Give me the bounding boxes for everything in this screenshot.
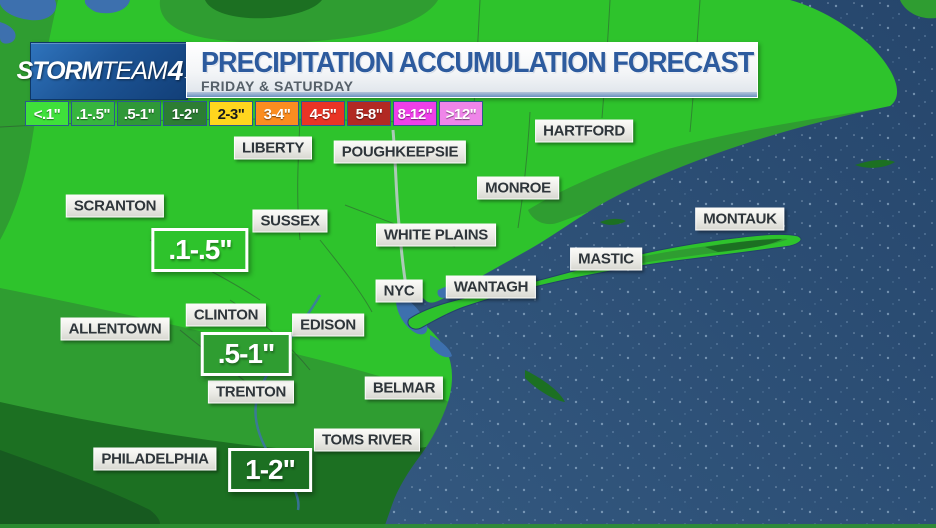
stormteam4-logo: STORM TEAM 4	[17, 42, 202, 100]
legend-item-9: >12"	[439, 101, 483, 126]
legend-item-0: <.1"	[25, 101, 69, 126]
map-long-island-zone-dark	[705, 239, 782, 252]
city-label-nyc: NYC	[375, 279, 423, 303]
precip-zone-label-1: .5-1"	[200, 332, 292, 376]
map-islands	[525, 159, 895, 402]
legend-item-6: 4-5"	[301, 101, 345, 126]
stormteam4-logo-text: STORM TEAM 4	[17, 55, 202, 87]
city-label-montauk: MONTAUK	[695, 207, 785, 231]
legend-item-8: 8-12"	[393, 101, 437, 126]
city-label-belmar: BELMAR	[364, 376, 444, 400]
city-label-liberty: LIBERTY	[233, 136, 313, 160]
city-label-allentown: ALLENTOWN	[60, 317, 170, 341]
map-ocean	[384, 0, 936, 528]
legend-item-3: 1-2"	[163, 101, 207, 126]
city-label-trenton: TRENTON	[207, 380, 295, 404]
city-label-hartford: HARTFORD	[535, 119, 633, 143]
city-label-sussex: SUSSEX	[252, 209, 328, 233]
precip-zone-label-0: .1-.5"	[151, 228, 249, 272]
city-label-toms-river: TOMS RIVER	[313, 428, 421, 452]
logo-4-text: 4	[167, 55, 184, 86]
city-label-clinton: CLINTON	[185, 303, 267, 327]
header-title-bar: PRECIPITATION ACCUMULATION FORECAST FRID…	[186, 42, 758, 98]
city-label-poughkeepsie: POUGHKEEPSIE	[333, 140, 467, 164]
city-label-white-plains: WHITE PLAINS	[376, 223, 496, 247]
city-label-mastic: MASTIC	[570, 247, 642, 271]
legend-item-4: 2-3"	[209, 101, 253, 126]
city-label-edison: EDISON	[292, 313, 364, 337]
legend-bar: <.1" .1-.5" .5-1" 1-2" 2-3" 3-4" 4-5" 5-8" 8-12"…	[25, 101, 483, 126]
map-cape-patch	[900, 0, 936, 19]
legend-item-1: .1-.5"	[71, 101, 115, 126]
map-harbor-water	[0, 0, 478, 358]
city-label-monroe: MONROE	[477, 176, 559, 200]
city-label-wantagh: WANTAGH	[445, 275, 537, 299]
legend-item-5: 3-4"	[255, 101, 299, 126]
city-label-scranton: SCRANTON	[65, 194, 165, 218]
legend-item-2: .5-1"	[117, 101, 161, 126]
legend-item-7: 5-8"	[347, 101, 391, 126]
logo-team-text: TEAM	[101, 56, 167, 85]
title-bar-accent-strip	[187, 92, 757, 97]
map-bottom-strip	[0, 524, 936, 528]
city-label-philadelphia: PHILADELPHIA	[93, 447, 217, 471]
page-title: PRECIPITATION ACCUMULATION FORECAST	[201, 47, 754, 79]
map-zone-darkest	[0, 450, 160, 528]
precip-zone-label-2: 1-2"	[228, 448, 312, 492]
page-subtitle: FRIDAY & SATURDAY	[201, 78, 354, 94]
logo-storm-text: STORM	[16, 56, 103, 85]
